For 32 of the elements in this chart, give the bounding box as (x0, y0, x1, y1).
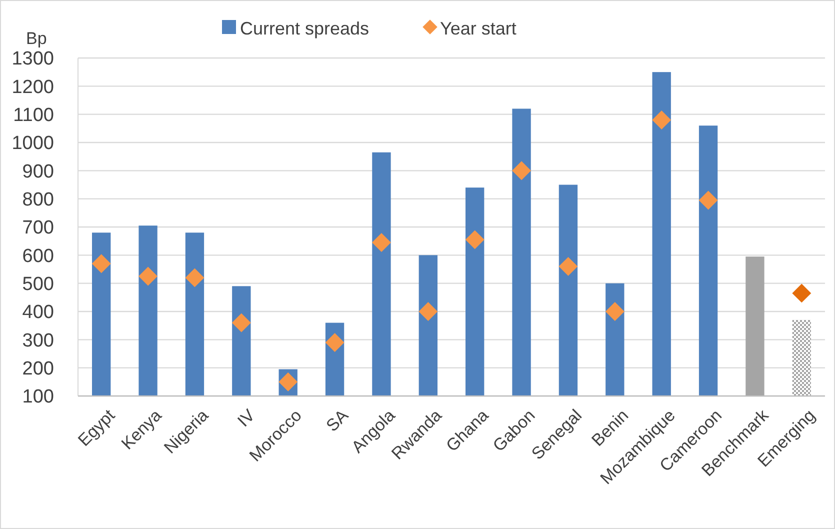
point (792, 284, 812, 303)
point (605, 302, 624, 321)
point (558, 256, 578, 276)
y-axis-title: Bp (26, 29, 47, 48)
y-tick-label: 200 (22, 358, 54, 380)
y-tick-label: 700 (22, 218, 54, 239)
point (418, 302, 438, 321)
y-tick-label: 900 (22, 161, 54, 182)
y-tick-label: 300 (22, 330, 54, 352)
y-tick-label: 1100 (13, 104, 54, 126)
point (325, 332, 344, 352)
point (372, 233, 391, 252)
point (92, 254, 111, 274)
y-tick-label: 600 (22, 246, 54, 267)
y-tick-label: 1300 (12, 48, 54, 70)
y-tick-label: 1200 (12, 76, 54, 98)
legend-label: Year start (440, 18, 516, 38)
point (465, 230, 484, 250)
point (278, 372, 298, 392)
point (232, 313, 251, 332)
legend-label: Current spreads (240, 18, 370, 38)
x-tick-label: SA (322, 405, 352, 436)
point (138, 266, 158, 286)
point (652, 110, 672, 130)
y-tick-label: 800 (22, 189, 54, 210)
y-tick-label: 1000 (12, 133, 54, 154)
y-tick-label: 100 (22, 386, 54, 408)
y-tick-label: 400 (22, 302, 54, 324)
point (512, 161, 532, 180)
y-tick-label: 500 (22, 274, 54, 295)
point (185, 268, 204, 288)
point (698, 190, 718, 210)
